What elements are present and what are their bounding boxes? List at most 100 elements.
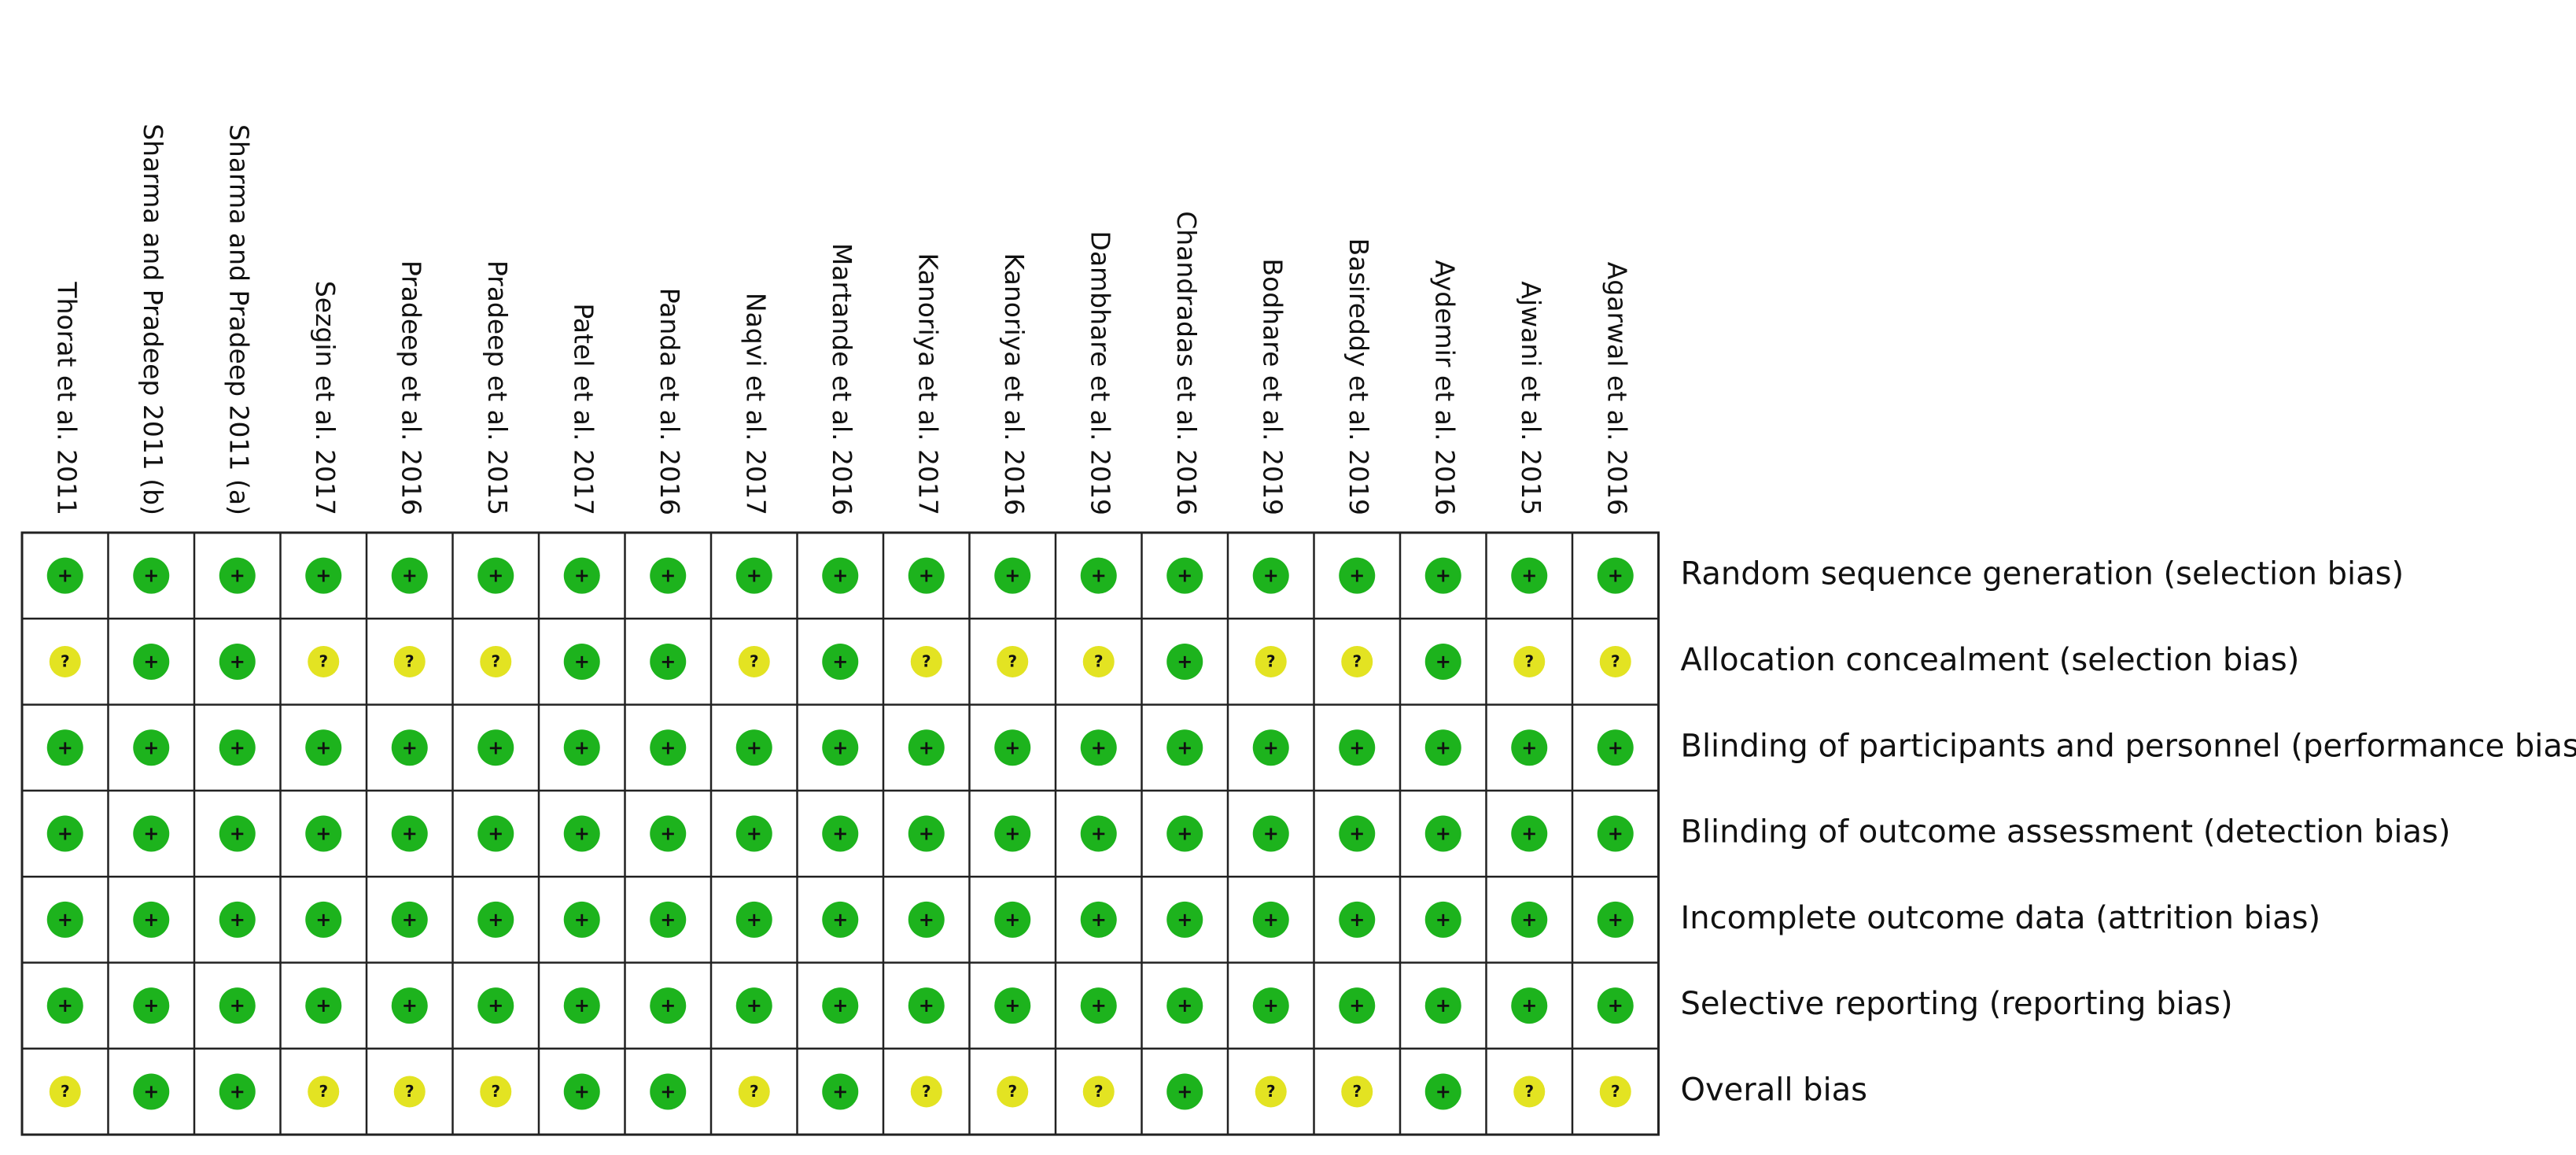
plus-icon: + — [1177, 994, 1192, 1017]
plus-icon: + — [574, 909, 590, 931]
low-risk-mark: + — [1166, 729, 1203, 766]
low-risk-circle — [563, 901, 600, 938]
low-risk-circle — [46, 901, 83, 938]
study-label: Basireddy et al. 2019 — [1343, 238, 1374, 515]
low-risk-circle — [1252, 815, 1289, 852]
question-icon: ? — [1008, 1082, 1017, 1101]
low-risk-circle — [1597, 901, 1634, 938]
low-risk-mark: + — [1597, 901, 1634, 938]
unclear-risk-mark: ? — [308, 1076, 340, 1108]
low-risk-circle — [822, 729, 859, 766]
unclear-risk-mark: ? — [1599, 645, 1631, 677]
plus-icon: + — [143, 1080, 159, 1102]
low-risk-circle — [1252, 729, 1289, 766]
unclear-risk-circle — [910, 645, 942, 677]
study-labels: Thorat et al. 2011 Sharma and Pradeep 201… — [51, 124, 1632, 515]
low-risk-circle — [1424, 729, 1461, 766]
low-risk-circle — [735, 729, 772, 766]
low-risk-circle — [1080, 987, 1117, 1024]
low-risk-circle — [1080, 729, 1117, 766]
plus-icon: + — [832, 823, 848, 845]
low-risk-mark: + — [1597, 729, 1634, 766]
low-risk-mark: + — [650, 987, 687, 1024]
low-risk-circle — [46, 987, 83, 1024]
unclear-risk-circle — [997, 1076, 1029, 1108]
low-risk-mark: + — [477, 987, 514, 1024]
low-risk-circle — [994, 987, 1031, 1024]
low-risk-mark: + — [1339, 901, 1376, 938]
low-risk-mark: + — [305, 987, 342, 1024]
low-risk-circle — [735, 901, 772, 938]
study-label: Chandradas et al. 2016 — [1171, 211, 1202, 515]
low-risk-mark: + — [822, 1073, 859, 1110]
low-risk-mark: + — [46, 557, 83, 594]
plus-icon: + — [1004, 823, 1020, 845]
low-risk-circle — [908, 557, 945, 594]
plus-icon: + — [1177, 651, 1192, 673]
low-risk-circle — [650, 557, 687, 594]
plus-icon: + — [315, 823, 331, 845]
low-risk-circle — [1252, 987, 1289, 1024]
question-icon: ? — [405, 651, 415, 670]
low-risk-circle — [219, 815, 256, 852]
low-risk-circle — [650, 1073, 687, 1110]
low-risk-mark: + — [305, 557, 342, 594]
unclear-risk-mark: ? — [910, 645, 942, 677]
unclear-risk-circle — [1341, 645, 1373, 677]
low-risk-circle — [908, 987, 945, 1024]
low-risk-mark: + — [1424, 815, 1461, 852]
plus-icon: + — [574, 1080, 590, 1102]
unclear-risk-circle — [308, 645, 340, 677]
plus-icon: + — [746, 736, 762, 758]
low-risk-circle — [391, 901, 428, 938]
unclear-risk-circle — [910, 1076, 942, 1108]
low-risk-circle — [1080, 815, 1117, 852]
plus-icon: + — [660, 823, 676, 845]
unclear-risk-mark: ? — [1082, 1076, 1115, 1108]
low-risk-circle — [908, 815, 945, 852]
plus-icon: + — [57, 994, 73, 1017]
low-risk-mark: + — [1166, 815, 1203, 852]
unclear-risk-mark: ? — [480, 1076, 512, 1108]
plus-icon: + — [1177, 1080, 1192, 1102]
low-risk-circle — [477, 557, 514, 594]
low-risk-circle — [133, 815, 170, 852]
low-risk-circle — [305, 987, 342, 1024]
low-risk-circle — [1597, 557, 1634, 594]
unclear-risk-circle — [393, 645, 426, 677]
judgement-grid — [20, 531, 1660, 1136]
low-risk-mark: + — [822, 987, 859, 1024]
study-label: Patel et al. 2017 — [568, 303, 599, 515]
low-risk-mark: + — [305, 815, 342, 852]
low-risk-mark: + — [735, 557, 772, 594]
study-label: Panda et al. 2016 — [654, 288, 685, 515]
unclear-risk-mark: ? — [738, 1076, 770, 1108]
study-label: Kanoriya et al. 2016 — [999, 253, 1030, 515]
low-risk-circle — [1166, 729, 1203, 766]
plus-icon: + — [1435, 565, 1451, 587]
plus-icon: + — [1608, 994, 1623, 1017]
low-risk-circle — [391, 987, 428, 1024]
unclear-risk-mark: ? — [1599, 1076, 1631, 1108]
low-risk-mark: + — [650, 901, 687, 938]
study-label: Thorat et al. 2011 — [51, 281, 82, 515]
plus-icon: + — [660, 736, 676, 758]
plus-icon: + — [1521, 736, 1537, 758]
low-risk-circle — [1339, 557, 1376, 594]
low-risk-circle — [133, 643, 170, 680]
question-icon: ? — [491, 651, 500, 670]
plus-icon: + — [1004, 994, 1020, 1017]
plus-icon: + — [57, 909, 73, 931]
low-risk-circle — [908, 901, 945, 938]
plus-icon: + — [402, 736, 418, 758]
question-icon: ? — [1611, 1082, 1620, 1101]
unclear-risk-circle — [1513, 645, 1546, 677]
unclear-risk-mark: ? — [738, 645, 770, 677]
low-risk-circle — [1424, 643, 1461, 680]
low-risk-circle — [133, 901, 170, 938]
plus-icon: + — [143, 736, 159, 758]
low-risk-circle — [1597, 815, 1634, 852]
low-risk-circle — [1166, 557, 1203, 594]
plus-icon: + — [143, 994, 159, 1017]
